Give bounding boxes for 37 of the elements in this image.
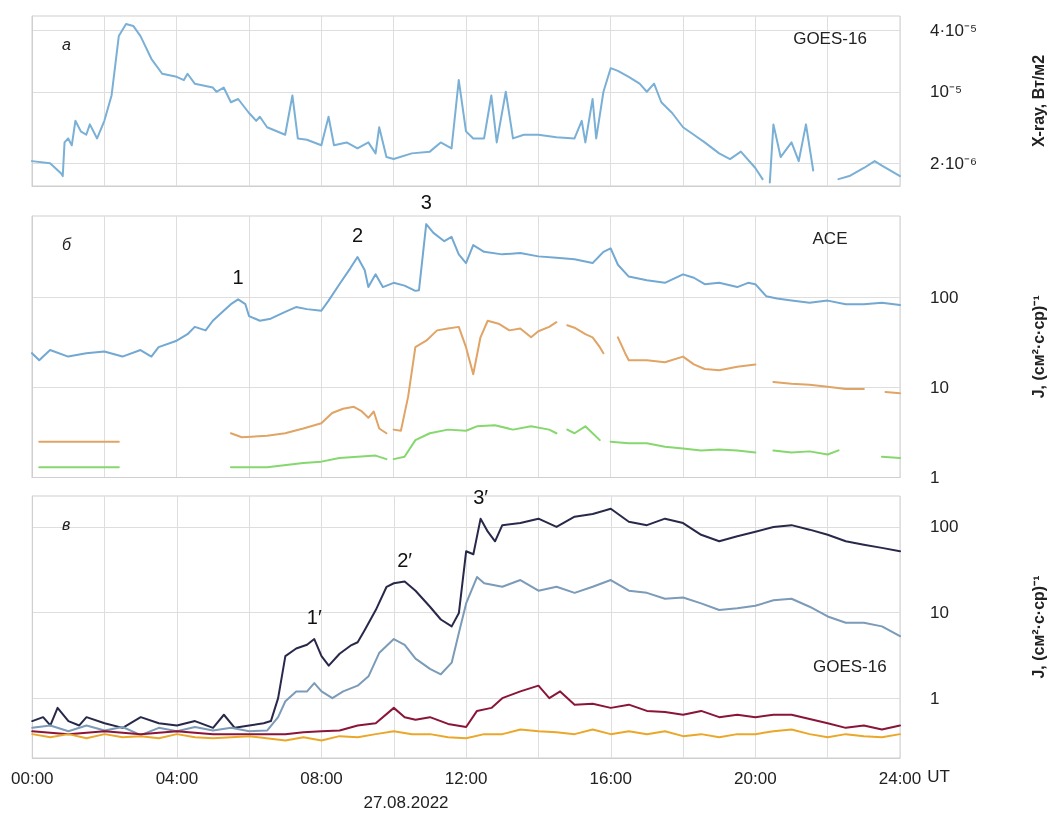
y-tick-label: 2·10⁻⁶ bbox=[930, 153, 978, 173]
x-tick-label: 08:00 bbox=[300, 769, 343, 788]
x-tick-label: 12:00 bbox=[444, 769, 488, 788]
y-axis-title: J, (см²·с·ср)⁻¹ bbox=[1029, 295, 1047, 399]
y-tick-label: 100 bbox=[930, 517, 959, 537]
annotation: а bbox=[62, 35, 71, 53]
annotation: ACE bbox=[812, 229, 848, 248]
x-tick-label: 00:00 bbox=[11, 769, 54, 788]
x-tick-label: 16:00 bbox=[589, 769, 633, 788]
annotation: 3′ bbox=[473, 485, 489, 508]
y-tick-label: 4·10⁻⁵ bbox=[930, 20, 978, 40]
x-tick-label: 24:00 bbox=[878, 769, 922, 788]
line-series bbox=[31, 684, 901, 736]
annotation: б bbox=[62, 235, 72, 253]
line-series bbox=[31, 223, 901, 362]
annotation: 2 bbox=[351, 224, 364, 247]
annotation: 1′ bbox=[306, 606, 322, 629]
y-tick-label: 10 bbox=[930, 377, 949, 397]
y-tick-label: 10 bbox=[930, 603, 949, 623]
y-tick-label: 1 bbox=[930, 468, 940, 487]
line-series bbox=[31, 507, 901, 729]
annotation: 2′ bbox=[397, 548, 413, 571]
text: 27.08.2022 bbox=[363, 793, 449, 812]
y-axis-title: J, (см²·с·ср)⁻¹ bbox=[1029, 575, 1047, 679]
annotation: 1 bbox=[232, 266, 244, 289]
annotation: 3 bbox=[420, 191, 432, 214]
y-tick-label: 1 bbox=[930, 688, 940, 708]
y-tick-label: 100 bbox=[930, 287, 959, 307]
x-axis-title: UT bbox=[927, 767, 950, 786]
x-tick-label: 04:00 bbox=[155, 769, 199, 788]
series-label: GOES-16 bbox=[813, 656, 887, 676]
y-axis-title: X-ray, Вт/м2 bbox=[1029, 54, 1047, 148]
annotation: в bbox=[62, 515, 71, 533]
annotation: GOES-16 bbox=[793, 29, 867, 48]
y-tick-label: 10⁻⁵ bbox=[930, 82, 962, 102]
line-series bbox=[31, 728, 901, 742]
x-tick-label: 20:00 bbox=[734, 769, 777, 788]
